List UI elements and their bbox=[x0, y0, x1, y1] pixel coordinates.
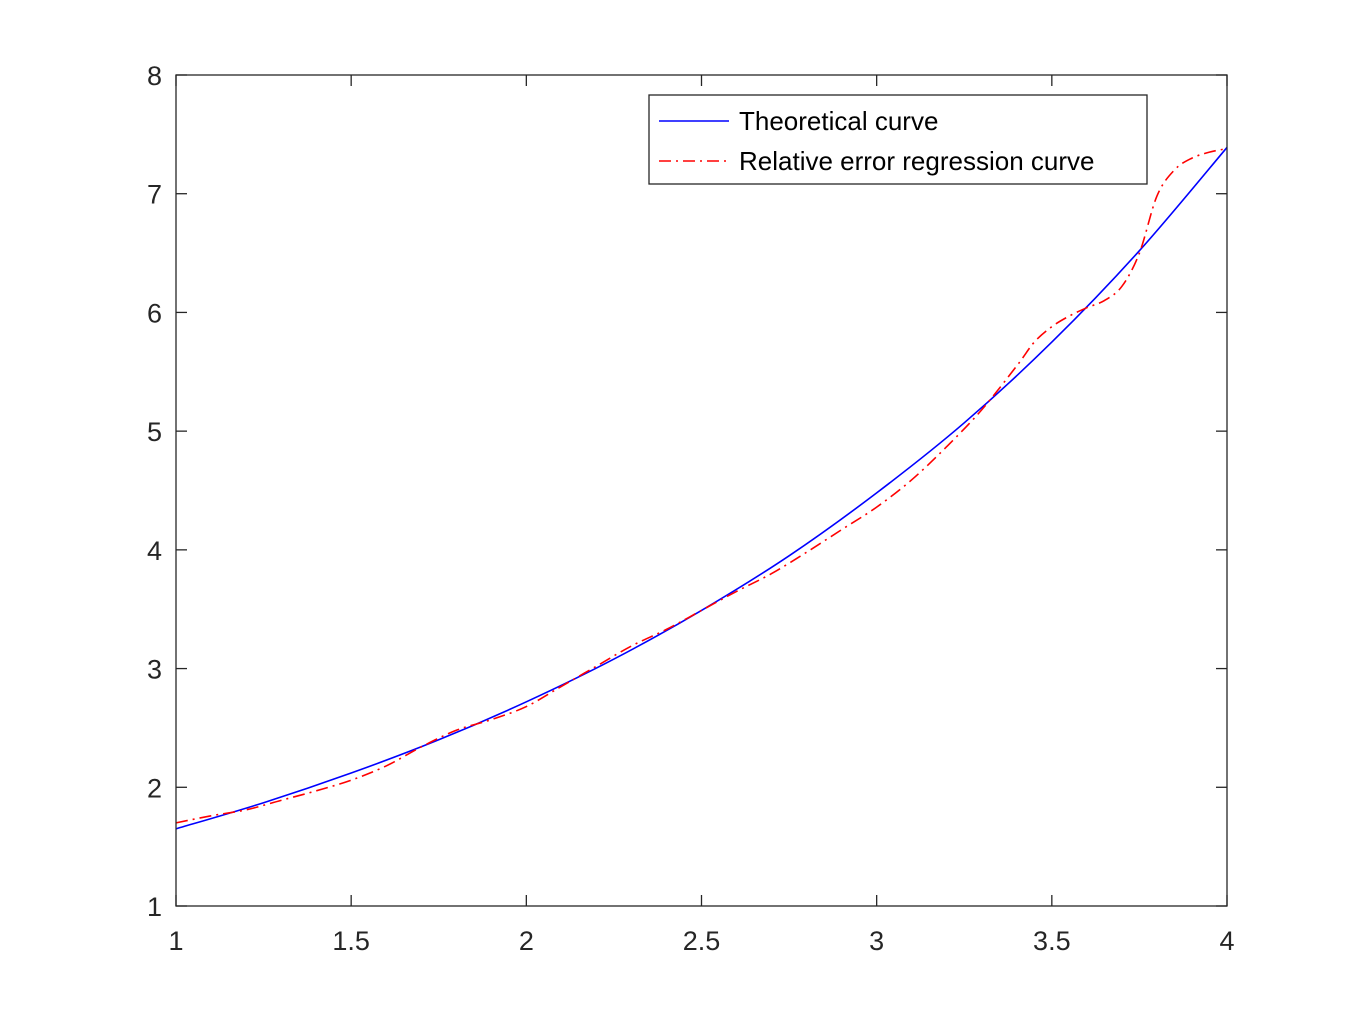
legend-label-2: Relative error regression curve bbox=[739, 146, 1094, 176]
y-tick-label: 4 bbox=[147, 536, 162, 566]
x-tick-label: 3 bbox=[869, 926, 884, 956]
x-tick-label: 1.5 bbox=[332, 926, 370, 956]
y-tick-label: 7 bbox=[147, 180, 162, 210]
y-tick-label: 5 bbox=[147, 417, 162, 447]
y-tick-label: 3 bbox=[147, 655, 162, 685]
y-tick-label: 6 bbox=[147, 298, 162, 328]
series-line-1 bbox=[175, 146, 1228, 830]
legend-label-1: Theoretical curve bbox=[739, 106, 938, 136]
x-tick-label: 1 bbox=[168, 926, 183, 956]
plot-area bbox=[176, 75, 1227, 906]
tick-layer: 1 1.5 2 2.5 3 3.5 4 1 2 3 4 5 6 7 8 bbox=[147, 61, 1235, 956]
x-tick-label: 4 bbox=[1219, 926, 1234, 956]
x-tick-label: 2 bbox=[519, 926, 534, 956]
legend-box bbox=[648, 94, 1148, 185]
y-tick-label: 2 bbox=[147, 773, 162, 803]
y-tick-label: 8 bbox=[147, 61, 162, 91]
series-line-2 bbox=[175, 147, 1228, 824]
legend: Theoretical curve Relative error regressi… bbox=[648, 94, 1148, 185]
x-tick-label: 2.5 bbox=[683, 926, 721, 956]
series-layer bbox=[175, 146, 1228, 830]
y-tick-label: 1 bbox=[147, 892, 162, 922]
x-tick-label: 3.5 bbox=[1033, 926, 1071, 956]
